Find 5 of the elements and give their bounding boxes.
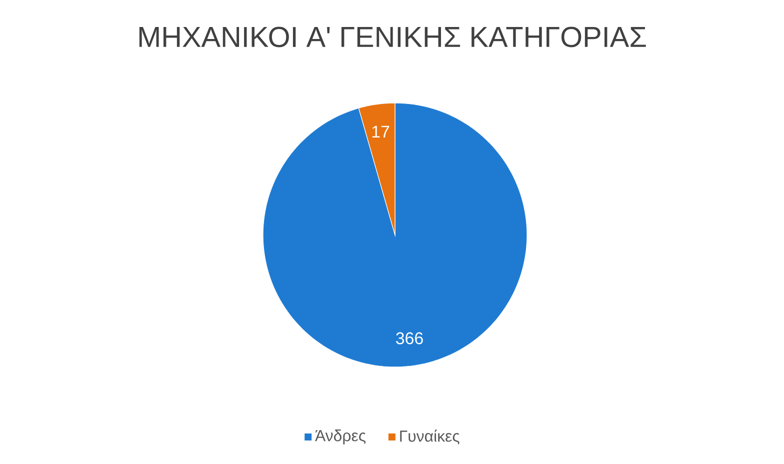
data-label: 366 <box>396 332 423 344</box>
legend-label: Άνδρες <box>315 430 366 444</box>
data-label: 17 <box>372 126 390 138</box>
chart-title: ΜΗΧΑΝΙΚΟΙ Α' ΓΕΝΙΚΗΣ ΚΑΤΗΓΟΡΙΑΣ <box>139 26 646 48</box>
legend-label: Γυναίκες <box>400 430 460 444</box>
